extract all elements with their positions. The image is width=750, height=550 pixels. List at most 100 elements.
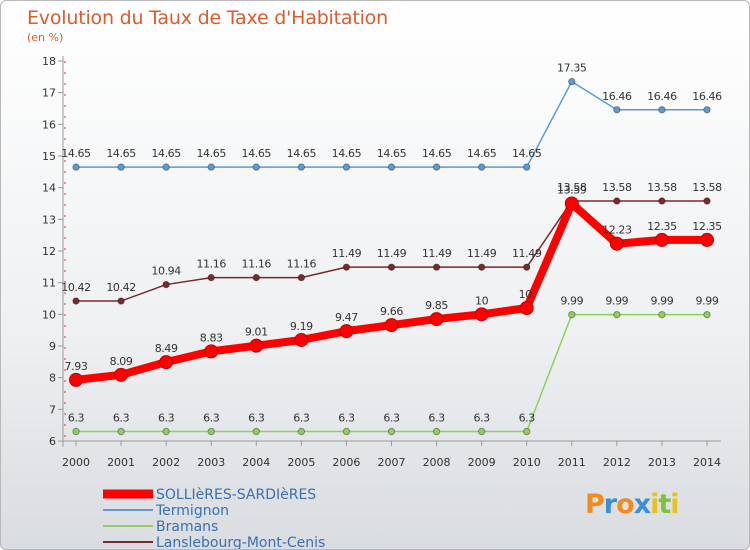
data-label: 10.42 bbox=[106, 281, 136, 294]
data-point bbox=[564, 196, 579, 211]
legend-label: SOLLIèRES-SARDIèRES bbox=[156, 487, 316, 503]
data-label: 17.35 bbox=[557, 62, 587, 75]
data-label: 14.65 bbox=[512, 147, 542, 160]
data-label: 6.3 bbox=[158, 412, 175, 425]
data-label: 14.65 bbox=[287, 147, 317, 160]
data-label: 14.65 bbox=[61, 147, 91, 160]
data-label: 9.47 bbox=[335, 311, 358, 324]
data-label: 9.99 bbox=[605, 295, 628, 308]
data-point bbox=[568, 77, 576, 86]
data-point bbox=[568, 310, 576, 319]
data-label: 14.65 bbox=[196, 147, 226, 160]
data-label: 16.46 bbox=[647, 90, 677, 103]
data-label: 14.65 bbox=[106, 147, 136, 160]
data-label: 11.49 bbox=[377, 247, 407, 260]
data-point bbox=[162, 280, 170, 289]
data-point bbox=[609, 236, 624, 251]
data-point bbox=[384, 318, 399, 333]
data-point bbox=[342, 163, 351, 171]
data-label: 6.3 bbox=[428, 412, 445, 425]
x-tick-label: 2001 bbox=[107, 456, 135, 469]
data-point bbox=[474, 307, 489, 322]
data-point bbox=[703, 106, 711, 114]
y-tick-label: 14 bbox=[42, 182, 56, 195]
data-label: 11.49 bbox=[332, 247, 362, 260]
data-point bbox=[294, 332, 309, 347]
legend-label: Bramans bbox=[156, 519, 218, 535]
data-point bbox=[117, 427, 125, 436]
data-point bbox=[703, 310, 711, 319]
y-tick-label: 13 bbox=[42, 213, 56, 226]
data-label: 6.3 bbox=[473, 412, 490, 425]
logo-letter: i bbox=[650, 489, 659, 520]
data-point bbox=[387, 163, 396, 171]
data-label: 7.93 bbox=[65, 360, 88, 373]
data-label: 9.66 bbox=[380, 305, 403, 318]
data-label: 9.01 bbox=[245, 326, 268, 339]
y-tick-label: 11 bbox=[42, 277, 56, 290]
data-label: 16.46 bbox=[602, 90, 632, 103]
data-point bbox=[207, 163, 215, 171]
data-label: 12.35 bbox=[692, 220, 722, 233]
data-label: 8.09 bbox=[110, 355, 133, 368]
data-point bbox=[654, 232, 669, 247]
proxiti-logo: Proxiti bbox=[585, 489, 680, 520]
data-point bbox=[703, 197, 711, 205]
data-label: 10. bbox=[519, 288, 535, 301]
data-label: 11.49 bbox=[422, 247, 452, 260]
data-label: 14.65 bbox=[377, 147, 407, 160]
data-point bbox=[252, 427, 260, 436]
data-point bbox=[114, 367, 129, 382]
data-point bbox=[613, 310, 621, 319]
data-point bbox=[477, 263, 486, 271]
data-point bbox=[162, 163, 170, 171]
data-point bbox=[429, 312, 444, 327]
data-label: 6.3 bbox=[248, 412, 265, 425]
x-tick-label: 2010 bbox=[513, 456, 541, 469]
data-label: 11.49 bbox=[467, 247, 497, 260]
data-point bbox=[297, 273, 306, 282]
data-label: 9.19 bbox=[290, 320, 313, 333]
data-point bbox=[658, 106, 666, 114]
data-point bbox=[658, 197, 666, 205]
data-label: 10.94 bbox=[151, 265, 181, 278]
y-tick-label: 15 bbox=[42, 150, 56, 163]
data-point bbox=[387, 427, 396, 436]
y-tick-label: 17 bbox=[42, 87, 56, 100]
data-label: 6.3 bbox=[293, 412, 310, 425]
data-point bbox=[252, 163, 260, 171]
data-label: 6.3 bbox=[338, 412, 355, 425]
data-point bbox=[159, 355, 174, 370]
data-point bbox=[72, 163, 80, 171]
data-point bbox=[297, 163, 306, 171]
logo-letter: r bbox=[603, 489, 617, 520]
data-label: 11.49 bbox=[512, 247, 542, 260]
x-tick-label: 2008 bbox=[423, 456, 451, 469]
data-label: 14.65 bbox=[151, 147, 181, 160]
data-point bbox=[432, 163, 441, 171]
data-label: 11.16 bbox=[196, 258, 226, 271]
data-point bbox=[432, 427, 441, 436]
y-tick-label: 10 bbox=[42, 308, 56, 321]
data-point bbox=[204, 344, 219, 359]
y-tick-label: 9 bbox=[49, 340, 56, 353]
data-label: 14.65 bbox=[332, 147, 362, 160]
data-point bbox=[432, 263, 441, 271]
y-tick-label: 6 bbox=[49, 435, 56, 448]
data-label: 16.46 bbox=[692, 90, 722, 103]
legend-label: Lanslebourg-Mont-Cenis bbox=[156, 535, 325, 550]
data-point bbox=[387, 263, 396, 271]
data-point bbox=[523, 427, 531, 436]
data-label: 6.3 bbox=[113, 412, 130, 425]
data-point bbox=[207, 427, 215, 436]
logo-letter: P bbox=[585, 489, 605, 520]
x-tick-label: 2007 bbox=[378, 456, 406, 469]
data-label: 13.59 bbox=[557, 184, 587, 197]
x-tick-label: 2006 bbox=[332, 456, 360, 469]
legend-label: Termignon bbox=[155, 503, 229, 519]
chart-title: Evolution du Taux de Taxe d'Habitation bbox=[27, 7, 388, 29]
data-label: 9.85 bbox=[425, 299, 448, 312]
data-point bbox=[477, 163, 486, 171]
data-label: 9.99 bbox=[560, 295, 583, 308]
